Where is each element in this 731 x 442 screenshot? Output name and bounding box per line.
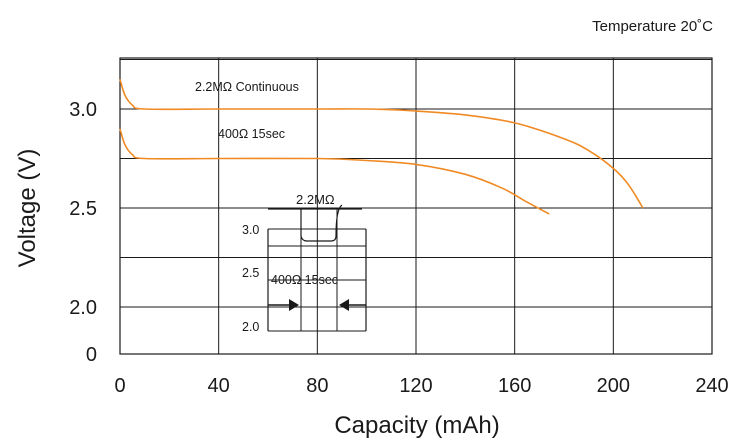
inset-label-2-5: 2.5 (242, 266, 259, 280)
x-tick-label: 160 (498, 375, 531, 397)
x-tick-label: 120 (399, 375, 432, 397)
y-axis-label: Voltage (V) (14, 149, 41, 268)
series-line-400-ohm (119, 128, 550, 215)
y-tick-label: 2.0 (69, 297, 97, 319)
series-line-continuous (119, 79, 644, 209)
x-tick-label: 80 (306, 375, 328, 397)
series-label-continuous: 2.2MΩ Continuous (195, 80, 299, 94)
inset-arrowhead-right (339, 299, 349, 311)
x-tick-label: 0 (114, 375, 125, 397)
y-tick-label: 2.5 (69, 198, 97, 220)
series-group (119, 79, 644, 215)
temperature-annotation: Temperature 20˚C (592, 18, 713, 35)
y-tick-label: 0 (86, 344, 97, 366)
inset-label-2-0: 2.0 (242, 320, 259, 334)
x-tick-label: 40 (208, 375, 230, 397)
inset-arrowhead-left (289, 299, 299, 311)
y-tick-label: 3.0 (69, 99, 97, 121)
y-tick-labels: 0 2.0 2.5 3.0 (69, 99, 97, 366)
inset-label-2-2mohm: 2.2MΩ (296, 192, 335, 207)
plot-grid (119, 57, 713, 355)
x-tick-label: 240 (695, 375, 728, 397)
inset-voltage-waveform (300, 204, 343, 242)
inset-label-400-ohm: 400Ω 15sec (271, 273, 338, 287)
x-axis-label: Capacity (mAh) (334, 412, 499, 439)
inset-label-3-0: 3.0 (242, 223, 259, 237)
x-tick-label: 200 (597, 375, 630, 397)
series-label-400-ohm: 400Ω 15sec (218, 127, 285, 141)
load-inset-diagram: 2.2MΩ 3.0 2.5 400Ω 15sec 2.0 (242, 192, 367, 334)
x-tick-labels: 0 40 80 120 160 200 240 (114, 375, 728, 397)
